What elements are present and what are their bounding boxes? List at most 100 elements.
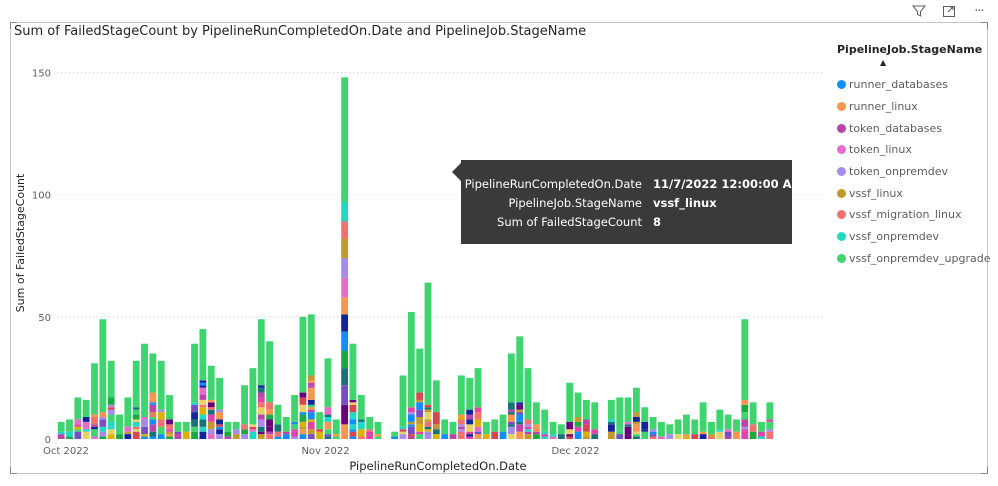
- bar-segment[interactable]: [99, 319, 107, 413]
- bar-segment[interactable]: [549, 434, 557, 437]
- bar-segment[interactable]: [424, 282, 432, 405]
- bar-segment[interactable]: [207, 402, 215, 408]
- bar-segment[interactable]: [149, 414, 157, 418]
- bar-segment[interactable]: [182, 421, 190, 432]
- bar-segment[interactable]: [191, 431, 198, 439]
- filter-icon[interactable]: [910, 2, 928, 20]
- bar-segment[interactable]: [216, 434, 223, 439]
- bar-segment[interactable]: [141, 343, 148, 418]
- bar-segment[interactable]: [307, 314, 315, 371]
- bar-segment[interactable]: [199, 404, 207, 408]
- bar-segment[interactable]: [566, 421, 574, 430]
- bar-stack[interactable]: [549, 421, 557, 439]
- bar-segment[interactable]: [466, 436, 474, 439]
- bar-stack[interactable]: [474, 368, 482, 439]
- bar-segment[interactable]: [691, 434, 699, 439]
- bar-segment[interactable]: [299, 429, 307, 435]
- bar-segment[interactable]: [207, 399, 215, 403]
- bar-segment[interactable]: [649, 417, 657, 430]
- bar-segment[interactable]: [407, 421, 415, 425]
- bar-segment[interactable]: [332, 419, 340, 435]
- bar-segment[interactable]: [141, 434, 148, 437]
- bar-segment[interactable]: [474, 419, 482, 427]
- bar-segment[interactable]: [591, 402, 599, 430]
- bar-segment[interactable]: [257, 385, 265, 388]
- bar-segment[interactable]: [149, 424, 157, 432]
- bar-segment[interactable]: [307, 370, 315, 376]
- bar-segment[interactable]: [257, 387, 265, 393]
- bar-segment[interactable]: [766, 419, 774, 422]
- bar-segment[interactable]: [307, 434, 315, 437]
- bar-segment[interactable]: [132, 419, 140, 422]
- bar-stack[interactable]: [607, 399, 615, 439]
- bar-segment[interactable]: [316, 429, 324, 432]
- bar-segment[interactable]: [307, 380, 315, 383]
- bar-segment[interactable]: [266, 409, 274, 415]
- bar-segment[interactable]: [708, 421, 715, 435]
- bar-segment[interactable]: [633, 417, 640, 422]
- bar-segment[interactable]: [758, 431, 765, 437]
- bar-segment[interactable]: [266, 341, 274, 403]
- bar-segment[interactable]: [349, 402, 357, 405]
- bar-segment[interactable]: [741, 404, 749, 413]
- bar-stack[interactable]: [641, 407, 649, 439]
- bar-segment[interactable]: [174, 431, 182, 435]
- bar-segment[interactable]: [474, 434, 482, 439]
- bar-segment[interactable]: [766, 429, 774, 432]
- bar-segment[interactable]: [424, 426, 432, 430]
- bar-segment[interactable]: [307, 409, 315, 413]
- bar-segment[interactable]: [341, 238, 349, 259]
- bar-segment[interactable]: [124, 426, 132, 432]
- bar-segment[interactable]: [149, 402, 157, 405]
- bar-segment[interactable]: [107, 414, 115, 422]
- bar-segment[interactable]: [649, 431, 657, 435]
- bar-segment[interactable]: [299, 412, 307, 415]
- bar-stack[interactable]: [457, 375, 465, 439]
- bar-segment[interactable]: [91, 436, 98, 439]
- bar-segment[interactable]: [199, 399, 207, 405]
- bar-segment[interactable]: [149, 397, 157, 403]
- bar-segment[interactable]: [266, 426, 274, 432]
- bar-segment[interactable]: [57, 434, 65, 439]
- bar-segment[interactable]: [557, 424, 565, 435]
- bar-stack[interactable]: [716, 409, 724, 439]
- bar-segment[interactable]: [683, 434, 690, 437]
- bar-segment[interactable]: [432, 424, 440, 430]
- bar-stack[interactable]: [666, 424, 674, 439]
- bar-segment[interactable]: [157, 426, 165, 435]
- bar-segment[interactable]: [349, 399, 357, 403]
- bar-segment[interactable]: [432, 417, 440, 425]
- bar-segment[interactable]: [366, 429, 374, 432]
- bar-segment[interactable]: [299, 316, 307, 393]
- bar-segment[interactable]: [741, 426, 749, 430]
- bar-stack[interactable]: [524, 368, 532, 439]
- bar-segment[interactable]: [532, 431, 540, 435]
- bar-segment[interactable]: [749, 424, 757, 432]
- bar-segment[interactable]: [624, 421, 632, 425]
- bar-stack[interactable]: [107, 360, 115, 439]
- bar-segment[interactable]: [216, 412, 223, 420]
- bar-segment[interactable]: [257, 434, 265, 439]
- bar-segment[interactable]: [199, 414, 207, 420]
- bar-segment[interactable]: [741, 399, 749, 405]
- bar-segment[interactable]: [549, 436, 557, 439]
- bar-segment[interactable]: [257, 397, 265, 403]
- bar-segment[interactable]: [66, 436, 73, 439]
- bar-segment[interactable]: [199, 382, 207, 386]
- bar-segment[interactable]: [416, 392, 424, 396]
- bar-segment[interactable]: [741, 429, 749, 432]
- bar-stack[interactable]: [91, 363, 98, 439]
- bar-segment[interactable]: [666, 434, 674, 439]
- bar-segment[interactable]: [107, 360, 115, 398]
- bar-segment[interactable]: [633, 434, 640, 437]
- bar-segment[interactable]: [199, 407, 207, 415]
- bar-segment[interactable]: [74, 429, 82, 432]
- bar-segment[interactable]: [307, 399, 315, 405]
- bar-segment[interactable]: [307, 385, 315, 388]
- bar-segment[interactable]: [524, 426, 532, 430]
- bar-segment[interactable]: [724, 429, 732, 432]
- bar-segment[interactable]: [149, 404, 157, 413]
- bar-segment[interactable]: [524, 431, 532, 435]
- bar-segment[interactable]: [349, 424, 357, 430]
- bar-segment[interactable]: [249, 368, 257, 425]
